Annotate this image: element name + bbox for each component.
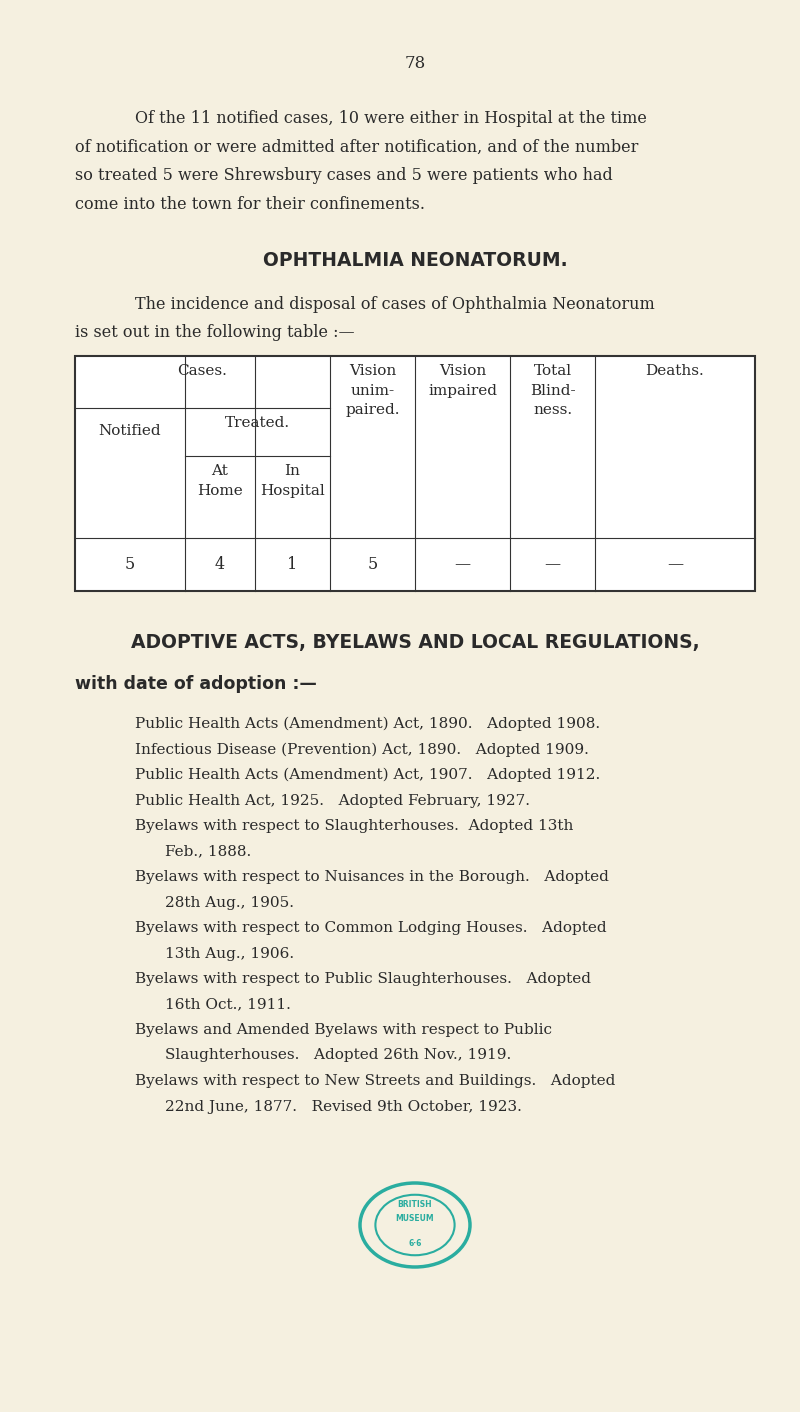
Text: 78: 78 <box>404 55 426 72</box>
Text: Feb., 1888.: Feb., 1888. <box>165 844 251 858</box>
Text: Deaths.: Deaths. <box>646 364 704 378</box>
Text: 13th Aug., 1906.: 13th Aug., 1906. <box>165 946 294 960</box>
Text: —: — <box>667 556 683 573</box>
Text: 6·6: 6·6 <box>408 1240 422 1248</box>
Text: 5: 5 <box>125 556 135 573</box>
Text: Vision
impaired: Vision impaired <box>428 364 497 398</box>
Text: Public Health Acts (Amendment) Act, 1890.   Adopted 1908.: Public Health Acts (Amendment) Act, 1890… <box>135 717 600 731</box>
Text: Byelaws with respect to Nuisances in the Borough.   Adopted: Byelaws with respect to Nuisances in the… <box>135 870 609 884</box>
Text: Public Health Acts (Amendment) Act, 1907.   Adopted 1912.: Public Health Acts (Amendment) Act, 1907… <box>135 768 600 782</box>
Text: —: — <box>545 556 561 573</box>
Text: come into the town for their confinements.: come into the town for their confinement… <box>75 195 425 212</box>
Text: 16th Oct., 1911.: 16th Oct., 1911. <box>165 997 291 1011</box>
Text: Vision
unim-
paired.: Vision unim- paired. <box>346 364 400 417</box>
Text: Cases.: Cases. <box>178 364 227 378</box>
Text: 5: 5 <box>367 556 378 573</box>
Text: Byelaws with respect to Common Lodging Houses.   Adopted: Byelaws with respect to Common Lodging H… <box>135 921 606 935</box>
Text: Slaughterhouses.   Adopted 26th Nov., 1919.: Slaughterhouses. Adopted 26th Nov., 1919… <box>165 1049 511 1062</box>
Text: The incidence and disposal of cases of Ophthalmia Neonatorum: The incidence and disposal of cases of O… <box>135 295 654 312</box>
Text: In
Hospital: In Hospital <box>260 465 325 497</box>
Text: 28th Aug., 1905.: 28th Aug., 1905. <box>165 895 294 909</box>
Text: Notified: Notified <box>98 424 162 438</box>
Text: of notification or were admitted after notification, and of the number: of notification or were admitted after n… <box>75 138 638 155</box>
Bar <box>75 356 755 592</box>
Text: Of the 11 notified cases, 10 were either in Hospital at the time: Of the 11 notified cases, 10 were either… <box>135 110 647 127</box>
Text: so treated 5 were Shrewsbury cases and 5 were patients who had: so treated 5 were Shrewsbury cases and 5… <box>75 167 613 184</box>
Text: Byelaws with respect to Slaughterhouses.  Adopted 13th: Byelaws with respect to Slaughterhouses.… <box>135 819 574 833</box>
Text: MUSEUM: MUSEUM <box>396 1214 434 1223</box>
Text: Byelaws and Amended Byelaws with respect to Public: Byelaws and Amended Byelaws with respect… <box>135 1024 552 1036</box>
Text: Infectious Disease (Prevention) Act, 1890.   Adopted 1909.: Infectious Disease (Prevention) Act, 189… <box>135 743 589 757</box>
Text: —: — <box>454 556 470 573</box>
Text: Byelaws with respect to Public Slaughterhouses.   Adopted: Byelaws with respect to Public Slaughter… <box>135 971 591 986</box>
Text: is set out in the following table :—: is set out in the following table :— <box>75 323 354 342</box>
Text: 22nd June, 1877.   Revised 9th October, 1923.: 22nd June, 1877. Revised 9th October, 19… <box>165 1100 522 1114</box>
Text: Public Health Act, 1925.   Adopted February, 1927.: Public Health Act, 1925. Adopted Februar… <box>135 794 530 808</box>
Text: ADOPTIVE ACTS, BYELAWS AND LOCAL REGULATIONS,: ADOPTIVE ACTS, BYELAWS AND LOCAL REGULAT… <box>130 633 699 652</box>
Text: OPHTHALMIA NEONATORUM.: OPHTHALMIA NEONATORUM. <box>262 250 567 270</box>
Text: Treated.: Treated. <box>225 417 290 431</box>
Text: 1: 1 <box>287 556 298 573</box>
Text: BRITISH: BRITISH <box>398 1200 432 1209</box>
Text: Byelaws with respect to New Streets and Buildings.   Adopted: Byelaws with respect to New Streets and … <box>135 1075 615 1089</box>
Text: with date of adoption :—: with date of adoption :— <box>75 675 317 693</box>
Text: Total
Blind-
ness.: Total Blind- ness. <box>530 364 575 417</box>
Text: At
Home: At Home <box>197 465 243 497</box>
Text: 4: 4 <box>215 556 225 573</box>
